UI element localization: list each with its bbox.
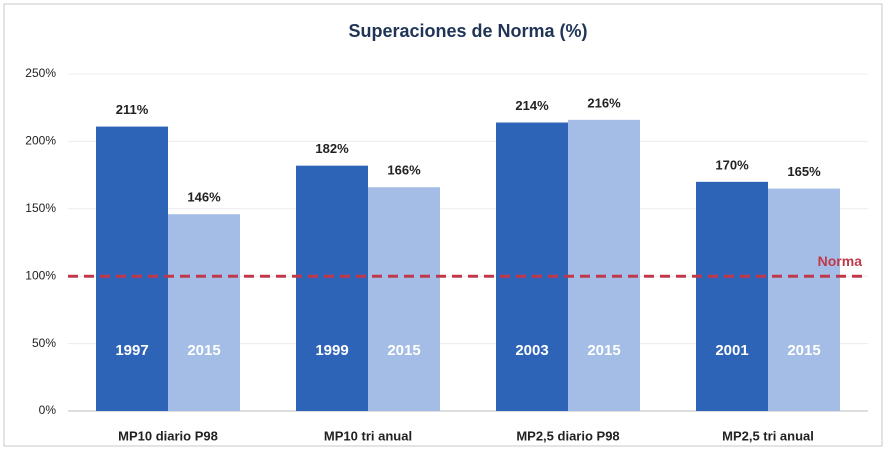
bar-year-label: 2015: [187, 342, 220, 359]
y-tick-label: 200%: [25, 134, 56, 148]
bar-year-label: 1997: [115, 342, 148, 359]
y-tick-label: 100%: [25, 268, 56, 282]
value-label: 214%: [515, 98, 549, 113]
bar: [168, 214, 240, 411]
y-tick-label: 150%: [25, 201, 56, 215]
bar: [296, 165, 368, 411]
y-tick-label: 250%: [25, 66, 56, 80]
bar: [696, 181, 768, 411]
value-label: 165%: [787, 164, 821, 179]
bar-year-label: 2003: [515, 342, 548, 359]
bar-year-label: 2001: [715, 342, 748, 359]
bar-year-label: 1999: [315, 342, 348, 359]
x-tick-label: MP2,5 diario P98: [516, 428, 619, 443]
bar-year-label: 2015: [387, 342, 420, 359]
bar-year-label: 2015: [787, 342, 820, 359]
x-tick-label: MP10 diario P98: [118, 428, 218, 443]
bar: [768, 188, 840, 411]
reference-label: Norma: [818, 253, 863, 269]
chart-title: Superaciones de Norma (%): [348, 21, 587, 41]
y-tick-label: 0%: [39, 403, 57, 417]
bar: [368, 187, 440, 411]
y-tick-label: 50%: [32, 336, 56, 350]
value-label: 182%: [315, 141, 349, 156]
value-label: 170%: [715, 157, 749, 172]
value-label: 216%: [587, 95, 621, 110]
bar: [568, 119, 640, 411]
x-tick-label: MP2,5 tri anual: [722, 428, 814, 443]
bar-year-label: 2015: [587, 342, 620, 359]
value-label: 146%: [187, 190, 221, 205]
x-tick-label: MP10 tri anual: [324, 428, 412, 443]
bar: [96, 126, 168, 412]
chart-border: [3, 3, 883, 447]
bar: [496, 122, 568, 411]
value-label: 211%: [116, 102, 149, 117]
value-label: 166%: [387, 163, 421, 178]
